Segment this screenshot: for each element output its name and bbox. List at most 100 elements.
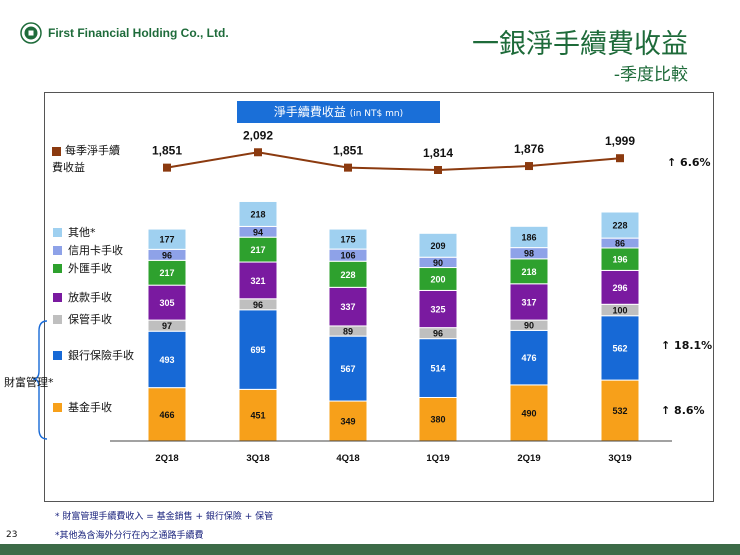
bar-label-3Q19-seg-2: 100 (612, 306, 627, 316)
bar-label-1Q19-seg-1: 514 (430, 364, 445, 374)
legend-swatch-0 (53, 227, 62, 237)
bar-label-3Q18-seg-2: 96 (253, 300, 263, 310)
bar-4Q18-seg-0 (328, 400, 368, 442)
bar-1Q19-seg-1 (418, 338, 458, 398)
legend-swatch-3 (53, 292, 62, 302)
legend-label-6: 基金手收 (68, 401, 112, 414)
bar-label-4Q18-seg-6: 175 (340, 235, 355, 245)
legend-label-1: 信用卡手收 (68, 244, 123, 257)
x-tick-2Q18: 2Q18 (155, 453, 178, 464)
bar-label-3Q19-seg-1: 562 (612, 343, 627, 353)
growth-total-value: 6.6% (680, 156, 711, 169)
chart-title: 淨手續費收益 (273, 105, 346, 119)
footnote-wealth: * 財富管理手續費收入 = 基金銷售 + 銀行保險 + 保管 (55, 512, 274, 522)
bar-2Q18-seg-4 (147, 259, 187, 286)
total-label-3Q18: 2,092 (243, 128, 273, 142)
bar-label-3Q18-seg-0: 451 (250, 411, 265, 421)
bar-label-2Q18-seg-1: 493 (159, 355, 174, 365)
bar-label-4Q18-seg-1: 567 (340, 364, 355, 374)
bar-1Q19-seg-3 (418, 289, 458, 329)
bar-label-2Q19-seg-3: 317 (521, 297, 536, 307)
x-tick-1Q19: 1Q19 (426, 453, 449, 464)
total-label-2Q18: 1,851 (152, 144, 182, 158)
bar-label-2Q19-seg-6: 186 (521, 232, 536, 242)
bar-1Q19-seg-0 (418, 396, 458, 442)
bar-2Q19-seg-1 (509, 329, 549, 386)
total-line (166, 151, 621, 172)
bar-label-3Q18-seg-4: 217 (250, 245, 265, 255)
bar-2Q18-seg-3 (147, 284, 187, 321)
total-label-1Q19: 1,814 (423, 146, 453, 160)
bar-label-2Q18-seg-6: 177 (159, 235, 174, 245)
bar-label-3Q19-seg-4: 196 (612, 255, 627, 265)
bar-label-4Q18-seg-5: 106 (340, 251, 355, 261)
bar-label-1Q19-seg-4: 200 (430, 274, 445, 284)
line-legend-label: 每季淨手續費收益 (52, 144, 120, 174)
growth-fund: ↑ 8.6% (661, 404, 705, 417)
bar-3Q18-seg-6 (238, 200, 278, 227)
bar-label-1Q19-seg-6: 209 (430, 241, 445, 251)
total-point-2Q19 (525, 162, 533, 171)
total-label-2Q19: 1,876 (514, 142, 544, 156)
line-legend-swatch (52, 146, 61, 156)
chart-frame (44, 92, 714, 502)
legend-item-3: 放款手收 (53, 289, 112, 305)
bar-label-2Q18-seg-5: 96 (162, 250, 172, 260)
bar-3Q19-seg-1 (600, 315, 640, 381)
legend-item-5: 銀行保險手收 (53, 347, 134, 363)
wealth-brace (32, 320, 48, 440)
bar-label-4Q18-seg-4: 228 (340, 270, 355, 280)
page-subtitle: -季度比較 (613, 65, 688, 85)
bar-label-4Q18-seg-3: 337 (340, 302, 355, 312)
total-point-4Q18 (344, 163, 352, 172)
total-point-1Q19 (434, 166, 442, 174)
legend-item-4: 保管手收 (53, 311, 112, 327)
x-tick-3Q19: 3Q19 (608, 453, 631, 464)
page-number: 23 (6, 530, 18, 540)
x-tick-2Q19: 2Q19 (517, 453, 540, 464)
bar-label-2Q18-seg-4: 217 (159, 268, 174, 278)
bar-label-3Q18-seg-5: 94 (253, 227, 263, 237)
legend-label-5: 銀行保險手收 (68, 349, 134, 362)
legend-swatch-5 (53, 350, 62, 360)
total-label-4Q18: 1,851 (333, 144, 363, 158)
legend-swatch-6 (53, 402, 62, 412)
legend-item-2: 外匯手收 (53, 260, 112, 276)
logo-emblem-icon (20, 22, 42, 44)
chart-unit: (in NT$ mn) (349, 109, 404, 119)
legend-label-0: 其他* (68, 226, 96, 239)
bar-label-2Q19-seg-4: 218 (521, 267, 536, 277)
legend-item-0: 其他* (53, 224, 96, 240)
bar-label-1Q19-seg-3: 325 (430, 305, 445, 315)
bar-label-1Q19-seg-0: 380 (430, 415, 445, 425)
legend-label-4: 保管手收 (68, 313, 112, 326)
footnote-other: *其他為含海外分行在內之通路手續費 (55, 531, 204, 541)
bar-label-3Q19-seg-0: 532 (612, 406, 627, 416)
chart-header: 淨手續費收益 (in NT$ mn) (237, 101, 440, 123)
bar-3Q19-seg-0 (600, 379, 640, 442)
bar-label-2Q18-seg-3: 305 (159, 298, 174, 308)
bar-label-2Q18-seg-2: 97 (162, 321, 172, 331)
company-name: First Financial Holding Co., Ltd. (48, 26, 229, 40)
bar-3Q19-seg-3 (600, 269, 640, 305)
bar-label-3Q19-seg-3: 296 (612, 283, 627, 293)
bar-label-3Q19-seg-5: 86 (615, 239, 625, 249)
bar-label-1Q19-seg-5: 90 (433, 258, 443, 268)
bar-2Q18-seg-6 (147, 228, 187, 250)
legend-swatch-1 (53, 245, 62, 255)
bar-4Q18-seg-1 (328, 335, 368, 402)
bar-3Q19-seg-6 (600, 211, 640, 239)
total-point-3Q18 (254, 148, 262, 157)
bar-label-3Q19-seg-6: 228 (612, 221, 627, 231)
total-label-3Q19: 1,999 (605, 134, 635, 148)
bar-2Q18-seg-1 (147, 330, 187, 389)
bar-label-3Q18-seg-3: 321 (250, 276, 265, 286)
bar-label-2Q19-seg-5: 98 (524, 249, 534, 259)
x-tick-3Q18: 3Q18 (246, 453, 269, 464)
bar-label-2Q19-seg-1: 476 (521, 353, 536, 363)
total-point-2Q18 (163, 163, 171, 172)
bar-4Q18-seg-4 (328, 260, 368, 288)
bar-label-2Q19-seg-0: 490 (521, 408, 536, 418)
growth-total: ↑ 6.6% (667, 156, 711, 169)
